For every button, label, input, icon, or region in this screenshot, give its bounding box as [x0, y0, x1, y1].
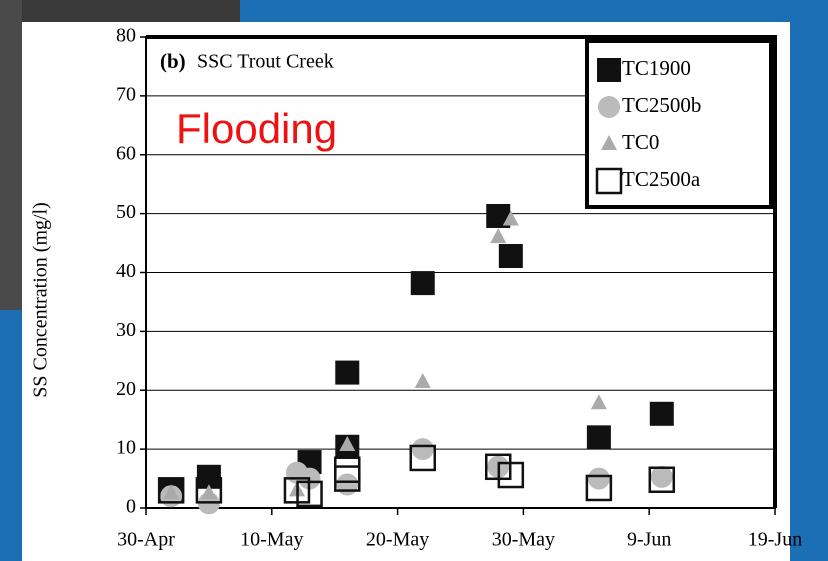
y-tick-label: 10	[116, 437, 136, 459]
x-tick-label: 10-May	[240, 529, 303, 551]
point	[648, 466, 676, 493]
point	[410, 271, 435, 296]
point	[200, 484, 217, 500]
x-tick-label: 30-Apr	[117, 529, 175, 551]
point	[497, 461, 525, 489]
point	[334, 465, 361, 492]
y-tick-label: 20	[116, 378, 136, 400]
point	[163, 484, 180, 500]
legend-marker	[598, 96, 620, 118]
point	[414, 373, 431, 389]
photo-strip	[0, 0, 240, 22]
point	[650, 465, 673, 488]
y-tick-label: 0	[126, 496, 136, 518]
point	[498, 244, 523, 269]
legend-marker	[597, 58, 621, 82]
panel-label: (b)	[160, 49, 186, 73]
point	[339, 436, 356, 452]
legend-label: TC1900	[622, 56, 691, 80]
photo-strip	[0, 0, 22, 310]
point	[157, 477, 185, 504]
legend-label: TC2500a	[622, 167, 701, 191]
y-tick-label: 50	[116, 201, 136, 223]
y-tick-label: 60	[116, 142, 136, 164]
point	[296, 480, 323, 508]
y-tick-label: 40	[116, 260, 136, 282]
point	[336, 473, 359, 496]
x-tick-label: 30-May	[492, 529, 555, 551]
y-tick-label: 30	[116, 319, 136, 341]
legend-marker	[601, 135, 617, 150]
legend-label: TC0	[622, 130, 659, 154]
point	[335, 360, 360, 385]
point	[590, 394, 607, 410]
point	[585, 474, 613, 502]
plot-frame-heavy	[146, 35, 777, 508]
x-tick-label: 9-Jun	[627, 529, 671, 551]
point	[411, 438, 434, 461]
y-tick-label: 80	[116, 25, 136, 47]
point	[490, 228, 507, 244]
legend-marker	[595, 167, 623, 195]
point	[649, 401, 674, 426]
point	[195, 477, 223, 504]
point	[502, 210, 519, 226]
x-tick-label: 19-Jun	[748, 529, 802, 551]
point	[587, 467, 610, 490]
point	[409, 444, 437, 472]
y-tick-label: 70	[116, 83, 136, 105]
x-tick-label: 20-May	[366, 529, 429, 551]
chart-title: SSC Trout Creek	[197, 51, 334, 73]
legend-label: TC2500b	[622, 93, 701, 117]
y-axis-label: SS Concentration (mg/l)	[30, 202, 52, 398]
annotation: Flooding	[176, 105, 337, 152]
point	[586, 425, 611, 450]
